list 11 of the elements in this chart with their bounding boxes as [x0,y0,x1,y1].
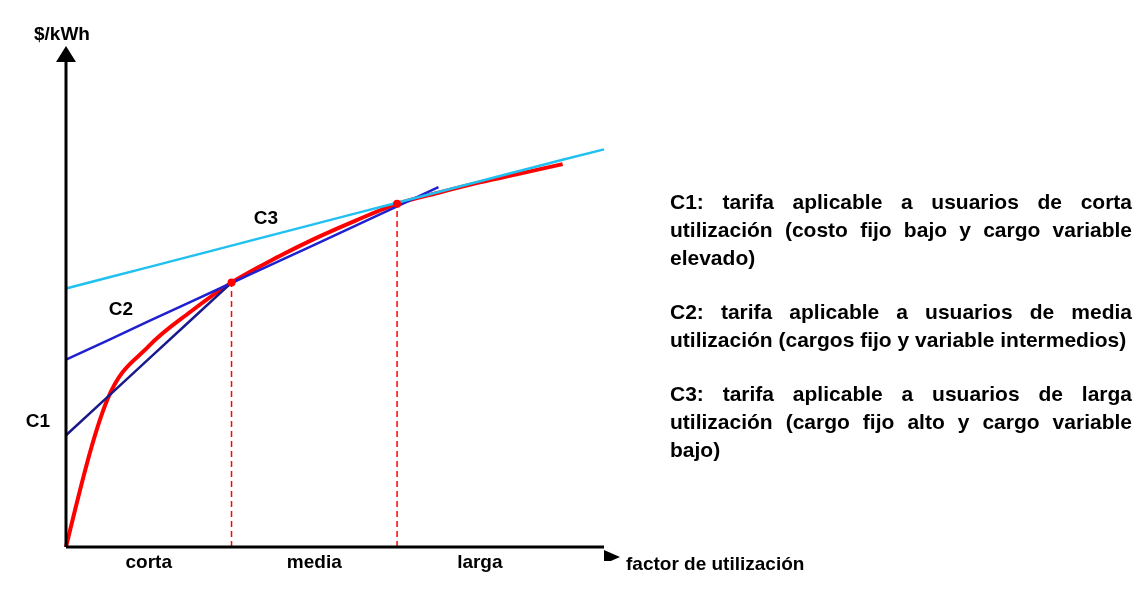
series-label: C2 [108,297,134,319]
x-tick-label: media [286,551,343,573]
text: C2: tarifa aplicable a usuarios de media utilización (cargos fijo y variable intermedios) [670,299,1132,353]
x-axis-title: factor de utilización [626,553,805,575]
series-label: C3 [253,206,279,228]
x-tick-label: corta [125,551,173,573]
series-label: C1 [25,410,51,432]
text: $/kWh [34,23,90,44]
text: C3: tarifa aplicable a usuarios de larga utilización (cargo fijo alto y cargo variable bajo) [670,381,1132,463]
x-tick-label: larga [457,551,503,573]
text: C1: tarifa aplicable a usuarios de corta utilización (costo fijo bajo y cargo variable elevado) [670,189,1132,271]
